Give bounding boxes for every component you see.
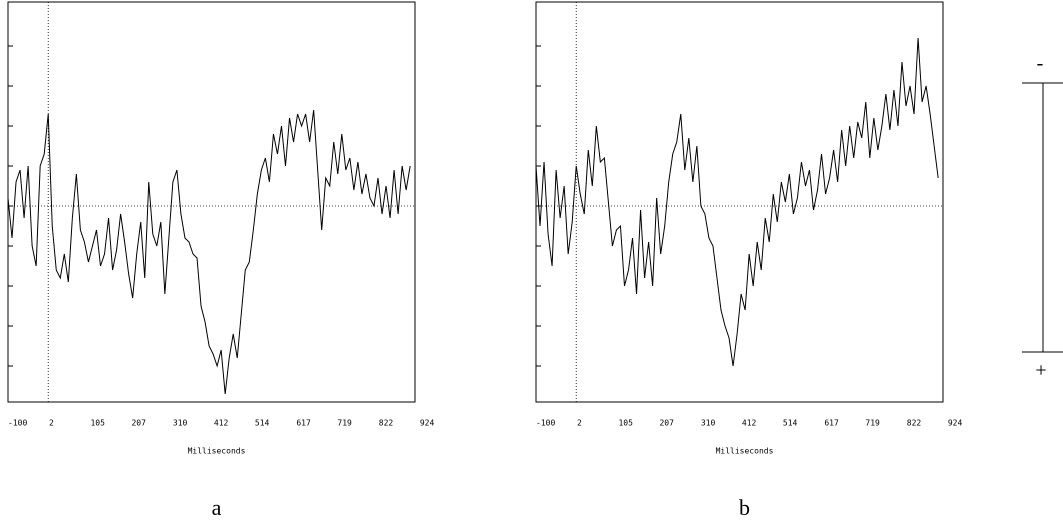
- x-tick-label: 105: [90, 419, 105, 428]
- x-tick-label: 617: [824, 419, 839, 428]
- x-tick-label: 310: [173, 419, 188, 428]
- panel-caption: b: [739, 495, 750, 520]
- x-tick-label: 924: [420, 419, 435, 428]
- plot-frame: [535, 1, 944, 403]
- x-tick-label: 207: [131, 419, 146, 428]
- x-tick-label: 617: [296, 419, 311, 428]
- waveform: [535, 37, 939, 367]
- scale-bar-top-label: -: [1037, 53, 1044, 75]
- x-tick-label: 310: [701, 419, 716, 428]
- x-tick-label: 412: [742, 419, 757, 428]
- x-tick-label: 105: [618, 419, 633, 428]
- x-tick-label: 822: [907, 419, 922, 428]
- x-tick-label: 207: [659, 419, 674, 428]
- x-tick-label: 822: [379, 419, 394, 428]
- x-axis-label: Milliseconds: [716, 447, 774, 456]
- x-tick-label: -100: [8, 419, 27, 428]
- scale-bar-bottom-label: +: [1035, 360, 1046, 382]
- panel-caption: a: [212, 495, 222, 520]
- x-tick-label: 514: [255, 419, 270, 428]
- waveform: [7, 109, 411, 395]
- x-tick-label: 719: [865, 419, 880, 428]
- x-tick-label: 719: [337, 419, 352, 428]
- x-tick-label: -100: [536, 419, 555, 428]
- x-tick-label: 412: [214, 419, 229, 428]
- plot-frame: [7, 1, 416, 403]
- x-tick-label: 2: [577, 419, 582, 428]
- x-tick-label: 2: [49, 419, 54, 428]
- x-axis-label: Milliseconds: [188, 447, 246, 456]
- x-tick-label: 924: [948, 419, 963, 428]
- x-tick-label: 514: [783, 419, 798, 428]
